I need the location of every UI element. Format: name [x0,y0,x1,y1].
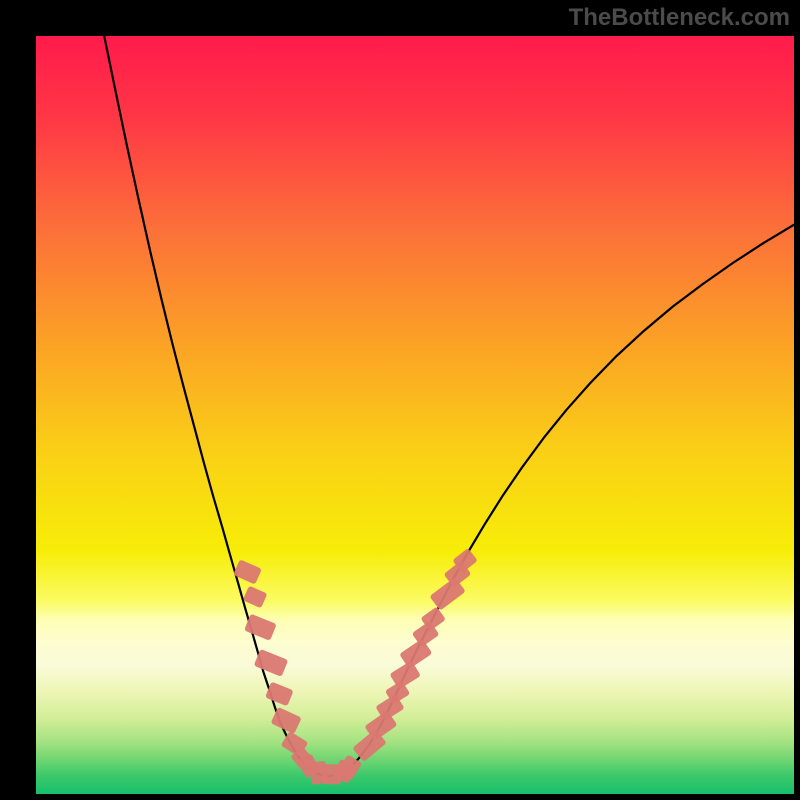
attribution-label: TheBottleneck.com [569,4,790,32]
gradient-bg [36,36,794,794]
plot-area [36,36,794,794]
bottleneck-chart [36,36,794,794]
